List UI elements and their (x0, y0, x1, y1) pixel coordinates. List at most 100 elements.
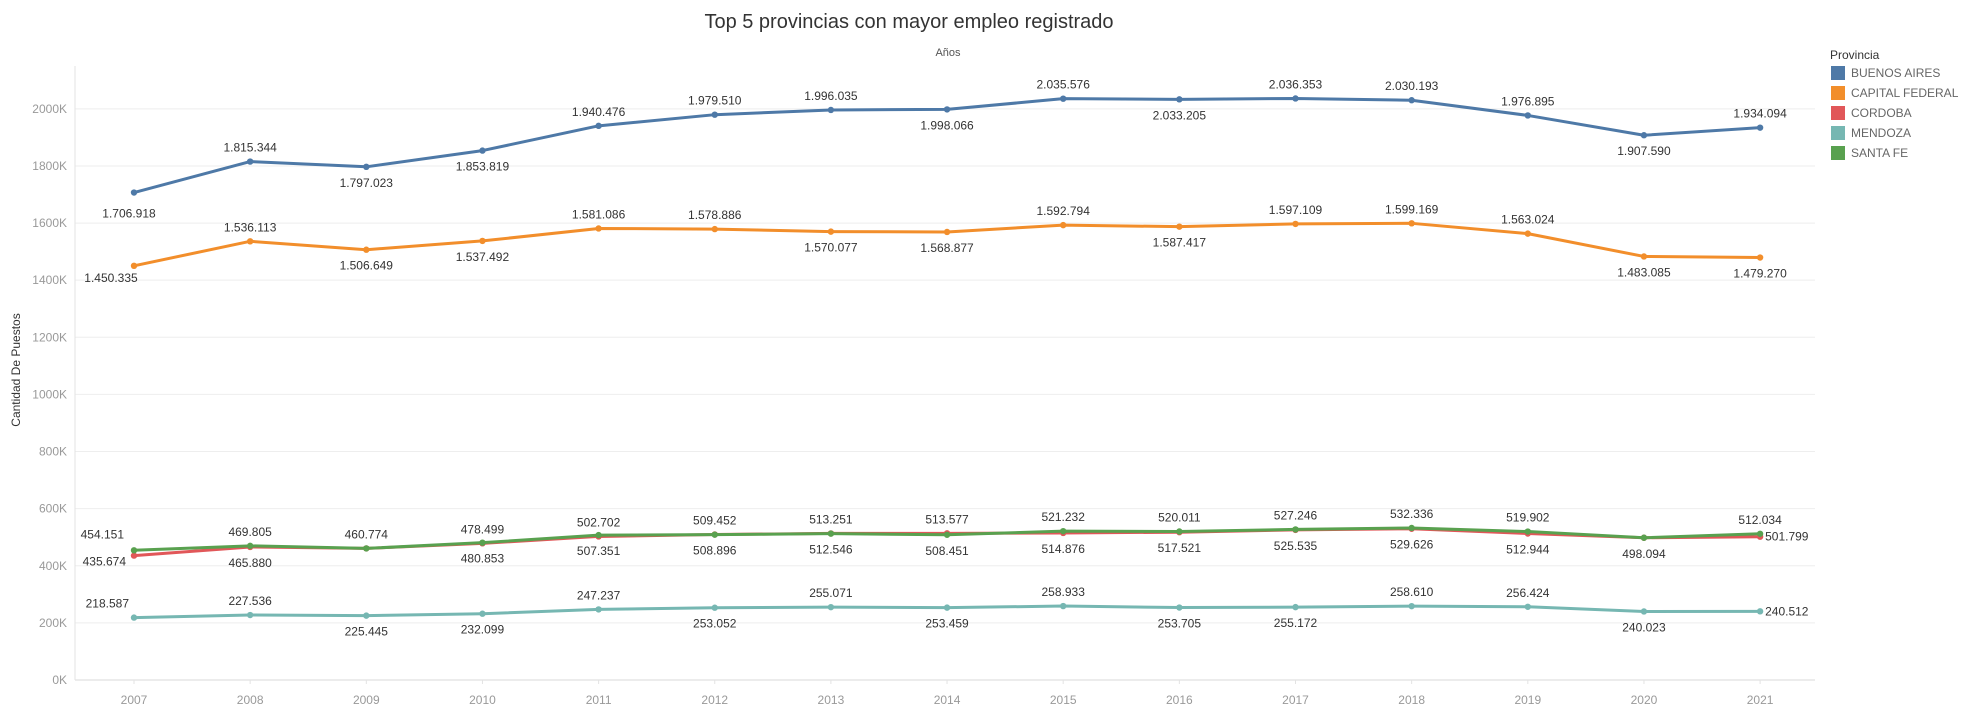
data-label: 1.578.886 (688, 208, 742, 222)
chart-title: Top 5 provincias con mayor empleo regist… (704, 11, 1113, 33)
data-label: 1.506.649 (340, 259, 394, 273)
data-point (943, 228, 951, 236)
data-point (827, 228, 835, 235)
data-point (246, 238, 254, 245)
data-label: 240.023 (1622, 620, 1666, 634)
legend-swatch (1831, 146, 1845, 160)
data-label: 1.581.086 (572, 207, 626, 221)
data-point (1060, 602, 1067, 610)
data-label: 454.151 (81, 527, 125, 541)
data-label: 1.706.918 (102, 207, 156, 221)
data-label: 2.033.205 (1153, 108, 1207, 122)
data-label: 253.459 (925, 617, 969, 631)
data-label: 1.934.094 (1733, 107, 1787, 121)
data-point (1060, 527, 1067, 535)
data-label: 1.587.417 (1153, 236, 1207, 250)
data-point (1176, 604, 1183, 611)
data-label: 517.521 (1158, 541, 1202, 555)
data-point (1408, 97, 1415, 104)
data-label: 532.336 (1390, 507, 1434, 521)
data-point (246, 158, 254, 165)
data-label: 1.976.895 (1501, 94, 1555, 108)
data-label: 512.034 (1738, 513, 1782, 527)
data-label: 512.944 (1506, 543, 1550, 557)
x-tick-label: 2016 (1166, 693, 1193, 707)
data-point (595, 606, 602, 613)
data-point (1408, 602, 1415, 610)
data-label: 1.570.077 (804, 241, 858, 255)
data-label: 232.099 (461, 623, 505, 637)
x-tick-label: 2012 (701, 693, 728, 707)
data-point (1756, 254, 1764, 261)
data-label: 255.172 (1274, 616, 1318, 630)
data-point (595, 531, 602, 539)
data-point (1408, 220, 1415, 227)
legend-swatch (1831, 66, 1845, 80)
data-label: 529.626 (1390, 538, 1434, 552)
data-label: 227.536 (228, 594, 272, 608)
series-layer (130, 95, 1764, 621)
data-label: 465.880 (228, 556, 272, 570)
data-label: 1.597.109 (1269, 203, 1323, 217)
data-point (1640, 608, 1648, 615)
data-point (1640, 253, 1648, 260)
data-label: 256.424 (1506, 586, 1550, 600)
data-label: 525.535 (1274, 539, 1318, 553)
data-point (479, 147, 486, 154)
x-tick-label: 2013 (818, 693, 845, 707)
y-tick-label: 1800K (32, 159, 67, 173)
x-tick-label: 2015 (1050, 693, 1077, 707)
data-point (827, 530, 835, 537)
data-point (943, 604, 951, 611)
y-tick-label: 600K (39, 502, 67, 516)
y-tick-label: 800K (39, 445, 67, 459)
data-point (363, 545, 370, 552)
data-point (711, 111, 718, 118)
data-label: 1.563.024 (1501, 213, 1555, 227)
data-label: 2.030.193 (1385, 79, 1439, 93)
data-point (943, 531, 951, 538)
y-tick-label: 200K (39, 616, 67, 630)
x-tick-label: 2008 (237, 693, 264, 707)
data-label: 521.232 (1042, 510, 1086, 524)
data-label: 1.998.066 (920, 118, 974, 132)
data-point (1292, 603, 1299, 611)
data-point (1524, 603, 1532, 610)
data-point (479, 539, 486, 546)
data-label: 519.902 (1506, 511, 1550, 525)
data-label: 507.351 (577, 544, 621, 558)
data-point (1060, 221, 1067, 229)
data-label: 253.705 (1158, 617, 1202, 631)
data-label: 502.702 (577, 515, 621, 529)
x-tick-label: 2011 (586, 693, 612, 707)
data-label: 1.940.476 (572, 105, 626, 119)
data-label: 2.036.353 (1269, 77, 1323, 91)
x-tick-label: 2007 (121, 693, 148, 707)
y-tick-layer: 0K 200K 400K 600K 800K 1000K 1200K 1400K 1600K 18… (32, 102, 67, 687)
grid-layer (74, 66, 1815, 681)
y-tick-label: 1400K (32, 273, 67, 287)
legend-label: BUENOS AIRES (1851, 66, 1940, 80)
legend-label: CAPITAL FEDERAL (1851, 86, 1959, 100)
data-label: 1.797.023 (340, 176, 394, 190)
data-label: 469.805 (228, 525, 272, 539)
legend-label: MENDOZA (1851, 126, 1911, 140)
data-label: 240.512 (1765, 604, 1809, 618)
data-point (1292, 95, 1299, 102)
x-tick-label: 2021 (1747, 693, 1774, 707)
legend-swatch (1831, 126, 1845, 140)
data-point (827, 106, 835, 114)
data-label: 1.536.113 (224, 220, 277, 234)
data-label: 501.799 (1765, 530, 1809, 544)
legend-swatch (1831, 106, 1845, 120)
data-label: 1.599.169 (1385, 202, 1439, 216)
data-label: 513.251 (809, 512, 853, 526)
legend-label: SANTA FE (1851, 146, 1908, 160)
data-point (1524, 528, 1532, 535)
data-label: 1.853.819 (456, 160, 510, 174)
data-label: 520.011 (1158, 510, 1201, 524)
data-point (1756, 530, 1764, 537)
data-label-layer: 1.706.918 1.815.344 1.797.023 1.853.819 1.94… (81, 77, 1809, 638)
data-label: 1.907.590 (1617, 144, 1671, 158)
